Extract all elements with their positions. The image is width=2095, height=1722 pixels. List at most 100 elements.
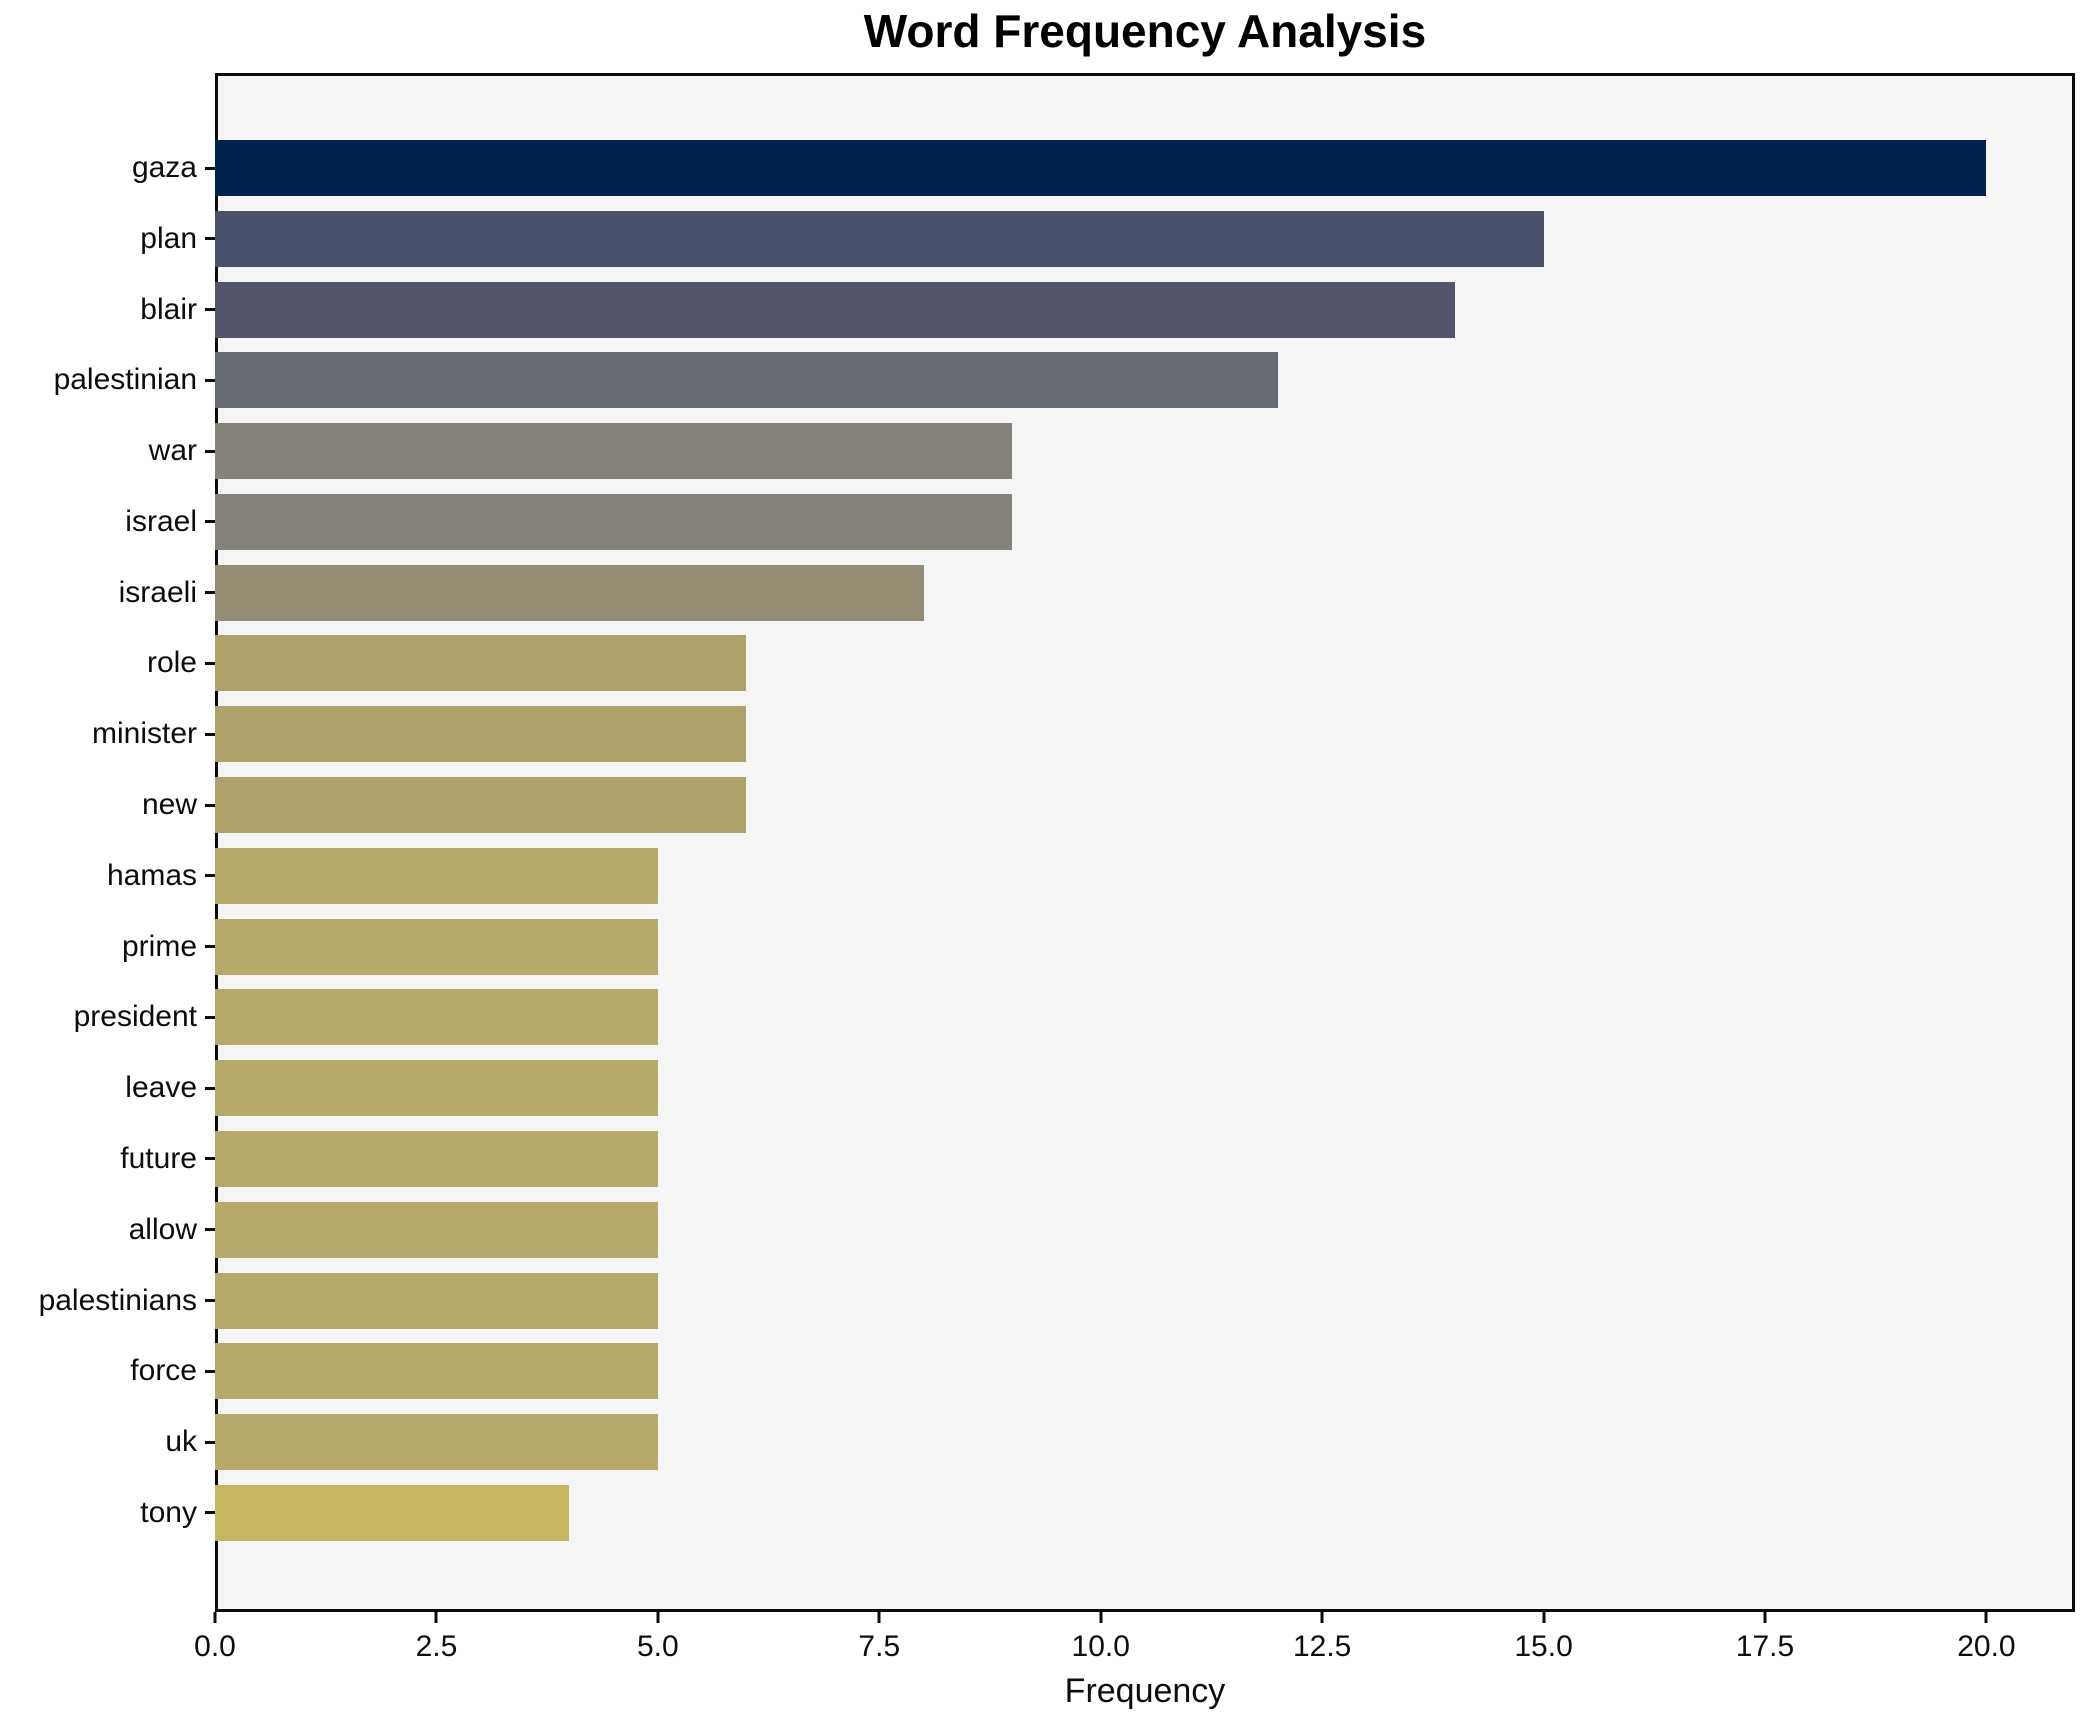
bar-track: [215, 281, 2075, 338]
bar-row: palestinians: [0, 1272, 2095, 1329]
bar-blair: [215, 281, 1455, 338]
bar-israel: [215, 493, 1013, 550]
y-tick-mark: [205, 1228, 215, 1232]
bar-president: [215, 989, 658, 1046]
bar-row: president: [0, 989, 2095, 1046]
category-label: palestinian: [53, 363, 197, 397]
bar-row: force: [0, 1343, 2095, 1400]
bar-new: [215, 777, 747, 834]
category-label: uk: [165, 1425, 197, 1459]
bar-row: plan: [0, 210, 2095, 267]
bar-row: tony: [0, 1484, 2095, 1541]
bar-track: [215, 777, 2075, 834]
bar-row: prime: [0, 918, 2095, 975]
bar-track: [215, 989, 2075, 1046]
bar-track: [215, 1414, 2075, 1471]
y-tick-label: palestinians: [0, 1273, 215, 1329]
bar-track: [215, 1060, 2075, 1117]
x-tick-label: 7.5: [858, 1630, 901, 1663]
bar-track: [215, 140, 2075, 196]
y-tick-mark: [205, 661, 215, 665]
y-tick-label: future: [0, 1131, 215, 1187]
bar-row: future: [0, 1130, 2095, 1187]
x-tick-mark: [656, 1612, 660, 1623]
x-tick-mark: [1320, 1612, 1324, 1623]
category-label: new: [141, 788, 197, 822]
category-label: gaza: [131, 151, 197, 184]
bar-row: uk: [0, 1414, 2095, 1471]
y-tick-label: uk: [0, 1414, 215, 1470]
bar-track: [215, 1484, 2075, 1541]
bar-leave: [215, 1060, 658, 1117]
bar-track: [215, 564, 2075, 621]
category-label: tony: [140, 1495, 197, 1529]
bar-row: role: [0, 635, 2095, 692]
category-label: israeli: [118, 575, 197, 609]
bar-row: israel: [0, 493, 2095, 550]
bar-palestinians: [215, 1272, 658, 1329]
y-tick-mark: [205, 520, 215, 524]
bar-future: [215, 1130, 658, 1187]
bar-row: new: [0, 777, 2095, 834]
y-tick-mark: [205, 1440, 215, 1444]
bar-hamas: [215, 847, 658, 904]
y-tick-mark: [205, 732, 215, 736]
y-tick-label: war: [0, 423, 215, 479]
y-tick-label: minister: [0, 706, 215, 762]
bar-track: [215, 635, 2075, 692]
x-tick-mark: [213, 1612, 217, 1623]
bar-palestinian: [215, 352, 1278, 409]
bar-plan: [215, 210, 1544, 267]
y-tick-mark: [205, 308, 215, 312]
y-tick-mark: [205, 1015, 215, 1019]
y-tick-mark: [205, 378, 215, 382]
x-axis-title: Frequency: [1064, 1672, 1226, 1710]
y-tick-label: new: [0, 777, 215, 833]
y-tick-mark: [205, 1157, 215, 1161]
x-axis: 0.0 2.5 5.0 7.5 10.0 12.5 15.0 17.5 20.0: [194, 1612, 2075, 1682]
y-tick-label: plan: [0, 211, 215, 267]
y-tick-mark: [205, 166, 215, 170]
category-label: prime: [121, 929, 197, 963]
bar-row: hamas: [0, 847, 2095, 904]
category-label: allow: [128, 1212, 197, 1246]
y-tick-mark: [205, 237, 215, 241]
category-label: force: [130, 1354, 197, 1388]
category-label: war: [148, 434, 197, 468]
y-tick-mark: [205, 449, 215, 453]
bar-minister: [215, 706, 747, 763]
category-label: plan: [140, 221, 197, 255]
y-tick-label: israel: [0, 494, 215, 550]
x-tick-label: 20.0: [1957, 1630, 2016, 1663]
y-tick-label: gaza: [0, 140, 215, 196]
category-label: future: [120, 1141, 197, 1175]
bar-track: [215, 847, 2075, 904]
category-label: leave: [125, 1071, 197, 1105]
bar-track: [215, 493, 2075, 550]
bars-layer: gaza plan blair palestinian war israel israeli…: [0, 73, 2095, 1612]
bar-row: israeli: [0, 564, 2095, 621]
bar-track: [215, 1343, 2075, 1400]
category-label: minister: [91, 717, 197, 751]
category-label: blair: [140, 292, 197, 326]
x-tick-mark: [877, 1612, 881, 1623]
y-tick-mark: [205, 1511, 215, 1515]
bar-role: [215, 635, 747, 692]
y-tick-label: israeli: [0, 565, 215, 621]
bar-row: minister: [0, 706, 2095, 763]
category-label: palestinians: [38, 1283, 197, 1317]
y-tick-label: allow: [0, 1202, 215, 1258]
bar-track: [215, 1130, 2075, 1187]
x-tick-mark: [1099, 1612, 1103, 1623]
x-tick-label: 2.5: [415, 1630, 458, 1663]
y-tick-label: force: [0, 1343, 215, 1399]
bar-row: blair: [0, 281, 2095, 338]
x-tick-label: 0.0: [194, 1630, 236, 1663]
bar-track: [215, 706, 2075, 763]
x-tick-label: 12.5: [1292, 1630, 1352, 1663]
x-tick-label: 10.0: [1071, 1630, 1130, 1663]
y-tick-label: role: [0, 635, 215, 691]
y-tick-mark: [205, 591, 215, 595]
x-tick-mark: [1984, 1612, 1988, 1623]
category-label: president: [73, 1000, 197, 1034]
